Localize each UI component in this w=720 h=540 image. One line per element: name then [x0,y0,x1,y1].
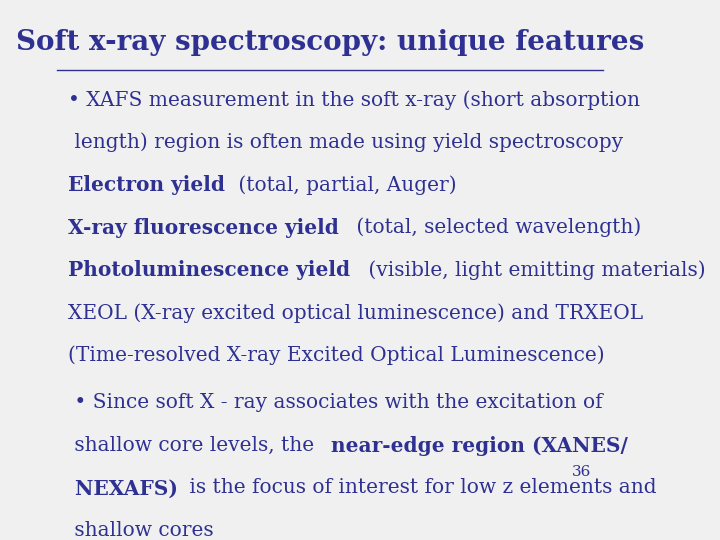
Text: • Since soft X - ray associates with the excitation of: • Since soft X - ray associates with the… [68,393,603,412]
Text: length) region is often made using yield spectroscopy: length) region is often made using yield… [68,132,624,152]
Text: Photoluminescence yield: Photoluminescence yield [68,260,351,280]
Text: near-edge region (XANES/: near-edge region (XANES/ [331,436,628,456]
Text: NEXAFS): NEXAFS) [68,478,179,498]
Text: Electron yield: Electron yield [68,175,225,195]
Text: 36: 36 [572,465,591,480]
Text: is the focus of interest for low z elements and: is the focus of interest for low z eleme… [183,478,657,497]
Text: Soft x-ray spectroscopy: unique features: Soft x-ray spectroscopy: unique features [16,29,644,56]
Text: shallow core levels, the: shallow core levels, the [68,436,321,455]
Text: (total, partial, Auger): (total, partial, Auger) [232,175,456,195]
Text: (visible, light emitting materials): (visible, light emitting materials) [362,260,706,280]
Text: XEOL (X-ray excited optical luminescence) and TRXEOL: XEOL (X-ray excited optical luminescence… [68,303,644,322]
Text: X-ray fluorescence yield: X-ray fluorescence yield [68,218,339,238]
Text: • XAFS measurement in the soft x-ray (short absorption: • XAFS measurement in the soft x-ray (sh… [68,90,640,110]
Text: (Time-resolved X-ray Excited Optical Luminescence): (Time-resolved X-ray Excited Optical Lum… [68,346,605,365]
Text: shallow cores: shallow cores [68,521,214,540]
Text: (total, selected wavelength): (total, selected wavelength) [351,218,642,238]
